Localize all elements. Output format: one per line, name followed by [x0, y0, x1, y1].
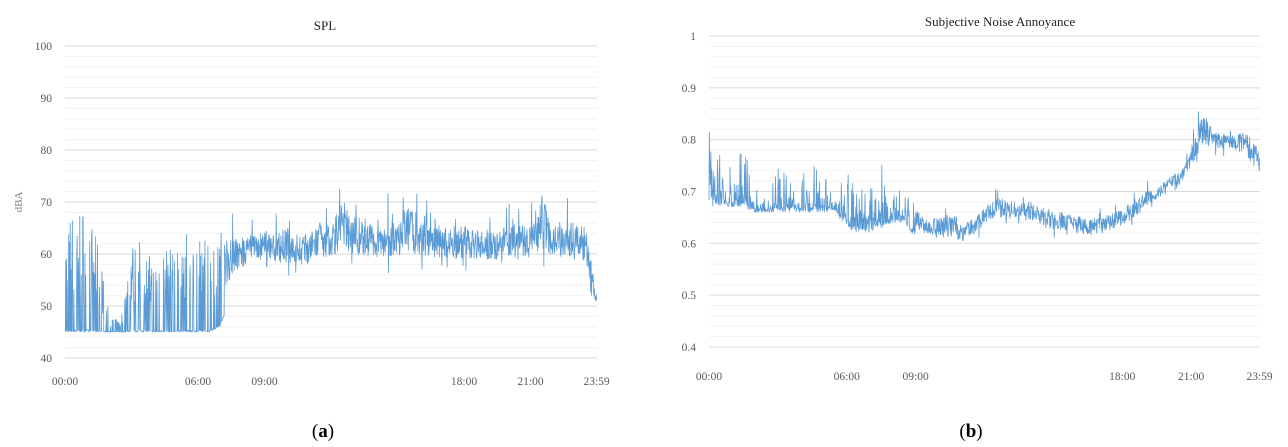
x-tick-label: 21:00 — [1178, 371, 1204, 383]
x-tick-label: 09:00 — [251, 376, 277, 388]
chart-1: Subjective Noise Annoyance 0.4 0.5 0.6 0.7 0.… — [682, 14, 1273, 442]
caption-open-paren: ( — [312, 421, 318, 442]
x-tick-label: 06:00 — [834, 371, 860, 383]
chart-0: SPL 40 50 60 70 80 90 100 00:00 06:00 09:00 18:00 21… — [13, 18, 610, 442]
y-tick-label: 0.6 — [682, 238, 697, 250]
x-tick-label: 23:59 — [583, 376, 609, 388]
x-tick-label: 06:00 — [185, 376, 211, 388]
y-tick-label: 0.7 — [682, 187, 697, 199]
caption-close-paren: ) — [328, 421, 334, 442]
chart-title: SPL — [314, 18, 336, 33]
chart-title: Subjective Noise Annoyance — [925, 14, 1075, 29]
y-tick-label: 0.8 — [682, 135, 697, 147]
y-tick-label: 0.4 — [682, 342, 697, 354]
y-tick-label: 40 — [41, 353, 53, 365]
y-tick-label: 0.5 — [682, 290, 697, 302]
x-tick-label: 23:59 — [1246, 371, 1272, 383]
y-tick-label: 60 — [41, 249, 53, 261]
y-tick-label: 1 — [690, 31, 696, 43]
x-tick-label: 00:00 — [696, 371, 722, 383]
subfigure-caption: (b) — [959, 421, 982, 442]
series-line — [708, 111, 1261, 242]
y-tick-label: 0.9 — [682, 83, 697, 95]
caption-letter: b — [966, 421, 977, 442]
x-tick-label: 21:00 — [517, 376, 543, 388]
caption-letter: a — [318, 421, 328, 442]
y-tick-label: 70 — [41, 197, 53, 209]
gridlines — [709, 35, 1260, 348]
y-tick-label: 80 — [41, 145, 53, 157]
caption-open-paren: ( — [959, 421, 965, 442]
y-tick-label: 100 — [35, 41, 53, 53]
caption-close-paren: ) — [976, 421, 982, 442]
y-tick-label: 50 — [41, 301, 53, 313]
x-tick-label: 09:00 — [903, 371, 929, 383]
x-tick-label: 18:00 — [451, 376, 477, 388]
series-line — [64, 188, 598, 333]
y-tick-label: 90 — [41, 93, 53, 105]
subfigure-caption: (a) — [312, 421, 334, 442]
x-tick-label: 18:00 — [1109, 371, 1135, 383]
x-tick-label: 00:00 — [52, 376, 78, 388]
y-axis-label: dBA — [13, 192, 25, 213]
